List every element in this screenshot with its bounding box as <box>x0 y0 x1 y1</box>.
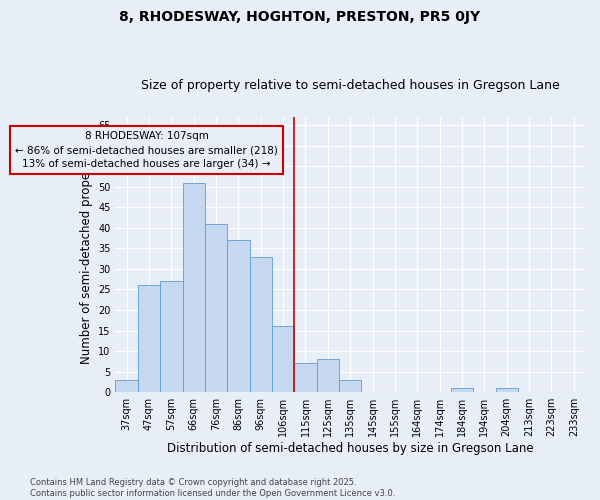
Bar <box>160 281 182 392</box>
Bar <box>227 240 250 392</box>
Bar <box>205 224 227 392</box>
Bar <box>317 360 339 392</box>
Bar <box>250 256 272 392</box>
X-axis label: Distribution of semi-detached houses by size in Gregson Lane: Distribution of semi-detached houses by … <box>167 442 533 455</box>
Bar <box>138 286 160 392</box>
Bar <box>451 388 473 392</box>
Text: 8 RHODESWAY: 107sqm
← 86% of semi-detached houses are smaller (218)
13% of semi-: 8 RHODESWAY: 107sqm ← 86% of semi-detach… <box>16 131 278 169</box>
Title: Size of property relative to semi-detached houses in Gregson Lane: Size of property relative to semi-detach… <box>141 79 560 92</box>
Text: Contains HM Land Registry data © Crown copyright and database right 2025.
Contai: Contains HM Land Registry data © Crown c… <box>30 478 395 498</box>
Bar <box>339 380 361 392</box>
Bar <box>272 326 295 392</box>
Text: 8, RHODESWAY, HOGHTON, PRESTON, PR5 0JY: 8, RHODESWAY, HOGHTON, PRESTON, PR5 0JY <box>119 10 481 24</box>
Bar <box>182 182 205 392</box>
Bar <box>115 380 138 392</box>
Bar <box>496 388 518 392</box>
Bar <box>295 364 317 392</box>
Y-axis label: Number of semi-detached properties: Number of semi-detached properties <box>80 145 92 364</box>
